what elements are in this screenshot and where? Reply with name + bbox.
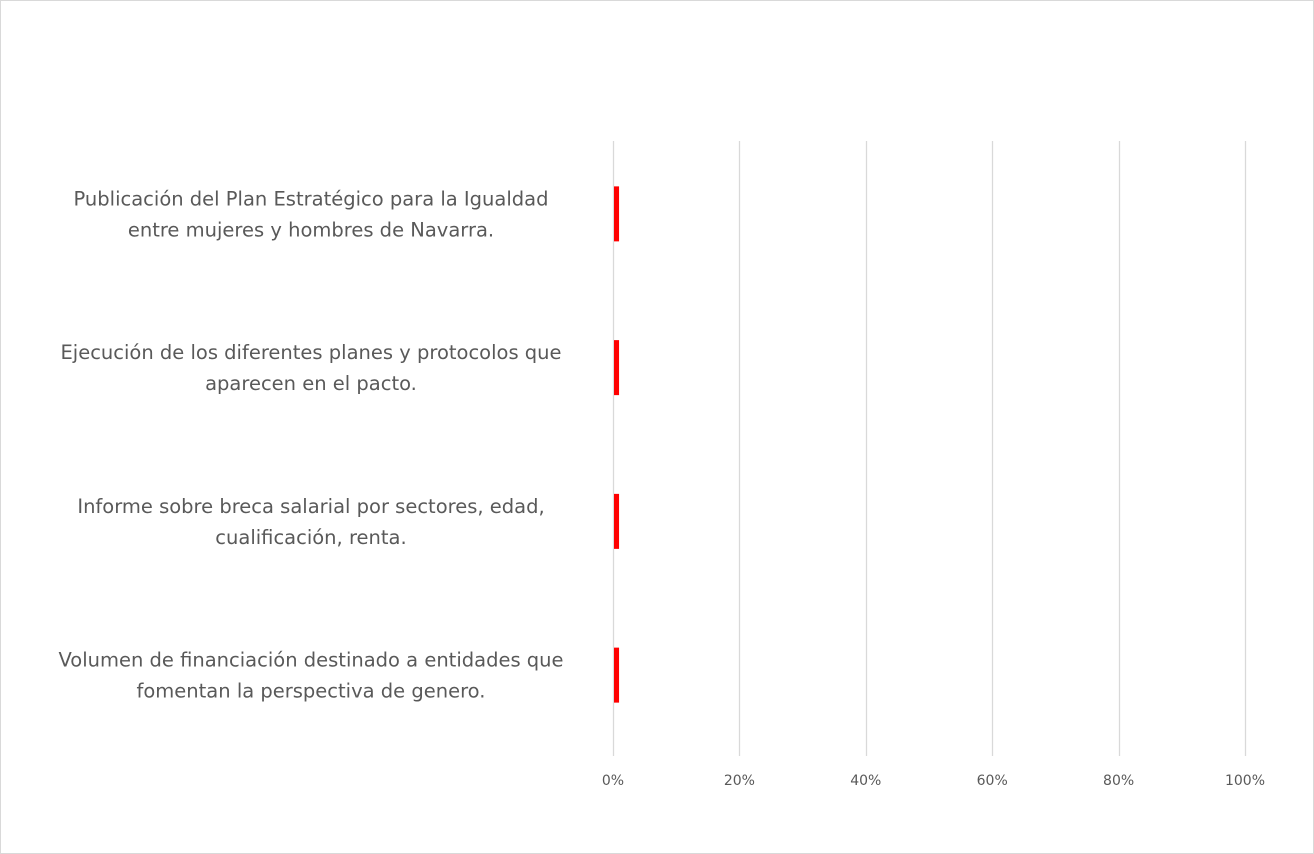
- category-label: Informe sobre breca salarial por sectore…: [77, 495, 544, 549]
- category-label: Publicación del Plan Estratégico para la…: [74, 187, 549, 241]
- category-label-line: fomentan la perspectiva de genero.: [137, 680, 486, 703]
- x-tick-label: 20%: [724, 773, 755, 789]
- bar: [614, 340, 620, 396]
- category-label-line: cualificación, renta.: [215, 526, 406, 549]
- category-label-line: Volumen de financiación destinado a enti…: [58, 649, 563, 672]
- x-tick-label: 0%: [602, 773, 624, 789]
- category-label-line: Ejecución de los diferentes planes y pro…: [60, 341, 561, 364]
- category-labels: Publicación del Plan Estratégico para la…: [58, 187, 563, 702]
- category-label-line: entre mujeres y hombres de Navarra.: [128, 218, 494, 241]
- category-label: Volumen de financiación destinado a enti…: [58, 649, 563, 703]
- x-tick-label: 80%: [1103, 773, 1134, 789]
- category-label-line: Informe sobre breca salarial por sectore…: [77, 495, 544, 518]
- category-label-line: aparecen en el pacto.: [205, 372, 417, 395]
- bar: [614, 493, 620, 549]
- category-label: Ejecución de los diferentes planes y pro…: [60, 341, 561, 395]
- bar: [614, 186, 620, 242]
- bars: [614, 186, 620, 703]
- bar: [614, 647, 620, 703]
- gridlines: [612, 141, 1247, 756]
- category-label-line: Publicación del Plan Estratégico para la…: [74, 187, 549, 210]
- x-tick-label: 40%: [850, 773, 881, 789]
- x-tick-label: 100%: [1225, 773, 1265, 789]
- x-tick-labels: 0% 20% 40% 60% 80% 100%: [602, 773, 1265, 789]
- x-tick-label: 60%: [977, 773, 1008, 789]
